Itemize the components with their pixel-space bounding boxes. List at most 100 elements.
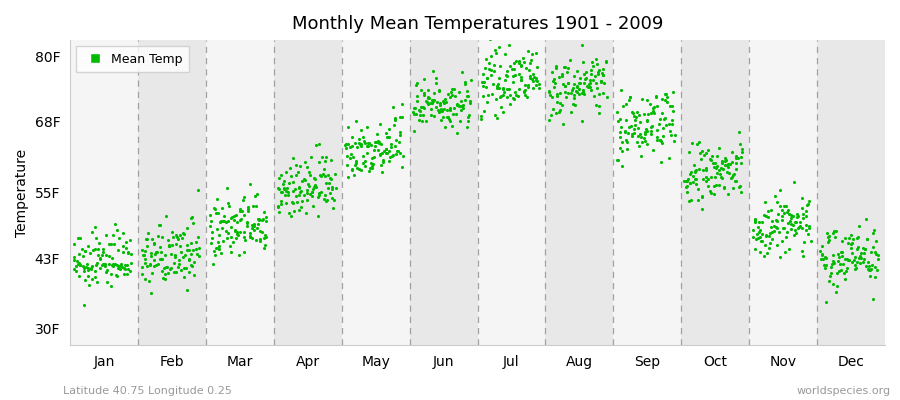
Point bbox=[721, 164, 735, 170]
Point bbox=[76, 253, 91, 259]
Point bbox=[632, 143, 646, 149]
Point bbox=[762, 245, 777, 252]
Point bbox=[837, 270, 851, 276]
Point bbox=[622, 97, 636, 104]
Point bbox=[559, 93, 573, 100]
Point bbox=[213, 218, 228, 224]
Point bbox=[94, 252, 109, 258]
Point bbox=[292, 163, 307, 169]
Point bbox=[187, 259, 202, 266]
Point bbox=[599, 57, 614, 64]
Point bbox=[73, 262, 87, 269]
Point bbox=[464, 77, 478, 84]
Point bbox=[451, 89, 465, 96]
Point bbox=[558, 64, 572, 70]
Point bbox=[832, 254, 846, 261]
Point bbox=[461, 118, 475, 124]
Point bbox=[167, 260, 182, 266]
Point bbox=[597, 80, 611, 87]
Point bbox=[119, 239, 133, 245]
Point bbox=[542, 89, 556, 95]
Point bbox=[585, 59, 599, 66]
Point bbox=[655, 140, 670, 146]
Point bbox=[320, 197, 334, 203]
Point bbox=[814, 247, 828, 254]
Point bbox=[867, 227, 881, 233]
Point bbox=[352, 136, 366, 142]
Point bbox=[364, 160, 378, 166]
Point bbox=[205, 260, 220, 267]
Point bbox=[182, 268, 196, 275]
Point bbox=[72, 261, 86, 268]
Point bbox=[494, 92, 508, 99]
Point bbox=[372, 138, 386, 145]
Point bbox=[223, 234, 238, 240]
Point bbox=[414, 118, 428, 125]
Point bbox=[792, 218, 806, 225]
Point bbox=[135, 264, 149, 270]
Point bbox=[412, 107, 427, 113]
Point bbox=[759, 232, 773, 238]
Bar bbox=[681, 40, 749, 345]
Point bbox=[120, 271, 134, 277]
Point bbox=[521, 66, 535, 73]
Point bbox=[209, 210, 223, 216]
Point bbox=[804, 237, 818, 244]
Point bbox=[518, 82, 532, 88]
Point bbox=[247, 227, 261, 233]
Point bbox=[445, 92, 459, 98]
Point bbox=[634, 131, 648, 138]
Point bbox=[630, 109, 644, 116]
Point bbox=[752, 235, 766, 241]
Point bbox=[699, 164, 714, 171]
Point bbox=[652, 121, 666, 127]
Point bbox=[529, 78, 544, 85]
Point bbox=[105, 263, 120, 270]
Point bbox=[380, 134, 394, 141]
Point bbox=[347, 140, 362, 146]
Point bbox=[858, 246, 872, 252]
Point bbox=[758, 199, 772, 205]
Point bbox=[852, 252, 867, 259]
Point bbox=[625, 130, 639, 137]
Point bbox=[637, 131, 652, 137]
Point bbox=[574, 90, 589, 96]
Point bbox=[548, 63, 562, 69]
Point bbox=[760, 250, 774, 256]
Point bbox=[161, 243, 176, 249]
Point bbox=[577, 91, 591, 97]
Point bbox=[379, 130, 393, 136]
Point bbox=[338, 141, 353, 147]
Point bbox=[345, 134, 359, 140]
Point bbox=[842, 256, 857, 263]
Point bbox=[441, 113, 455, 120]
Point bbox=[138, 248, 152, 255]
Point bbox=[354, 167, 368, 173]
Point bbox=[565, 101, 580, 107]
Point bbox=[683, 180, 698, 186]
Point bbox=[646, 107, 661, 114]
Point bbox=[759, 212, 773, 219]
Point bbox=[851, 223, 866, 230]
Point bbox=[103, 253, 117, 260]
Point bbox=[285, 179, 300, 185]
Point bbox=[679, 184, 693, 190]
Point bbox=[425, 100, 439, 106]
Point bbox=[564, 90, 579, 96]
Point bbox=[640, 117, 654, 123]
Point bbox=[81, 272, 95, 279]
Point bbox=[571, 88, 585, 95]
Point bbox=[654, 138, 669, 144]
Point bbox=[171, 264, 185, 270]
Point bbox=[782, 211, 796, 217]
Point bbox=[81, 264, 95, 271]
Point bbox=[295, 178, 310, 184]
Point bbox=[151, 222, 166, 228]
Point bbox=[572, 75, 587, 82]
Point bbox=[759, 233, 773, 239]
Point bbox=[185, 214, 200, 220]
Point bbox=[205, 228, 220, 235]
Point bbox=[706, 164, 721, 170]
Point bbox=[613, 129, 627, 136]
Point bbox=[371, 138, 385, 144]
